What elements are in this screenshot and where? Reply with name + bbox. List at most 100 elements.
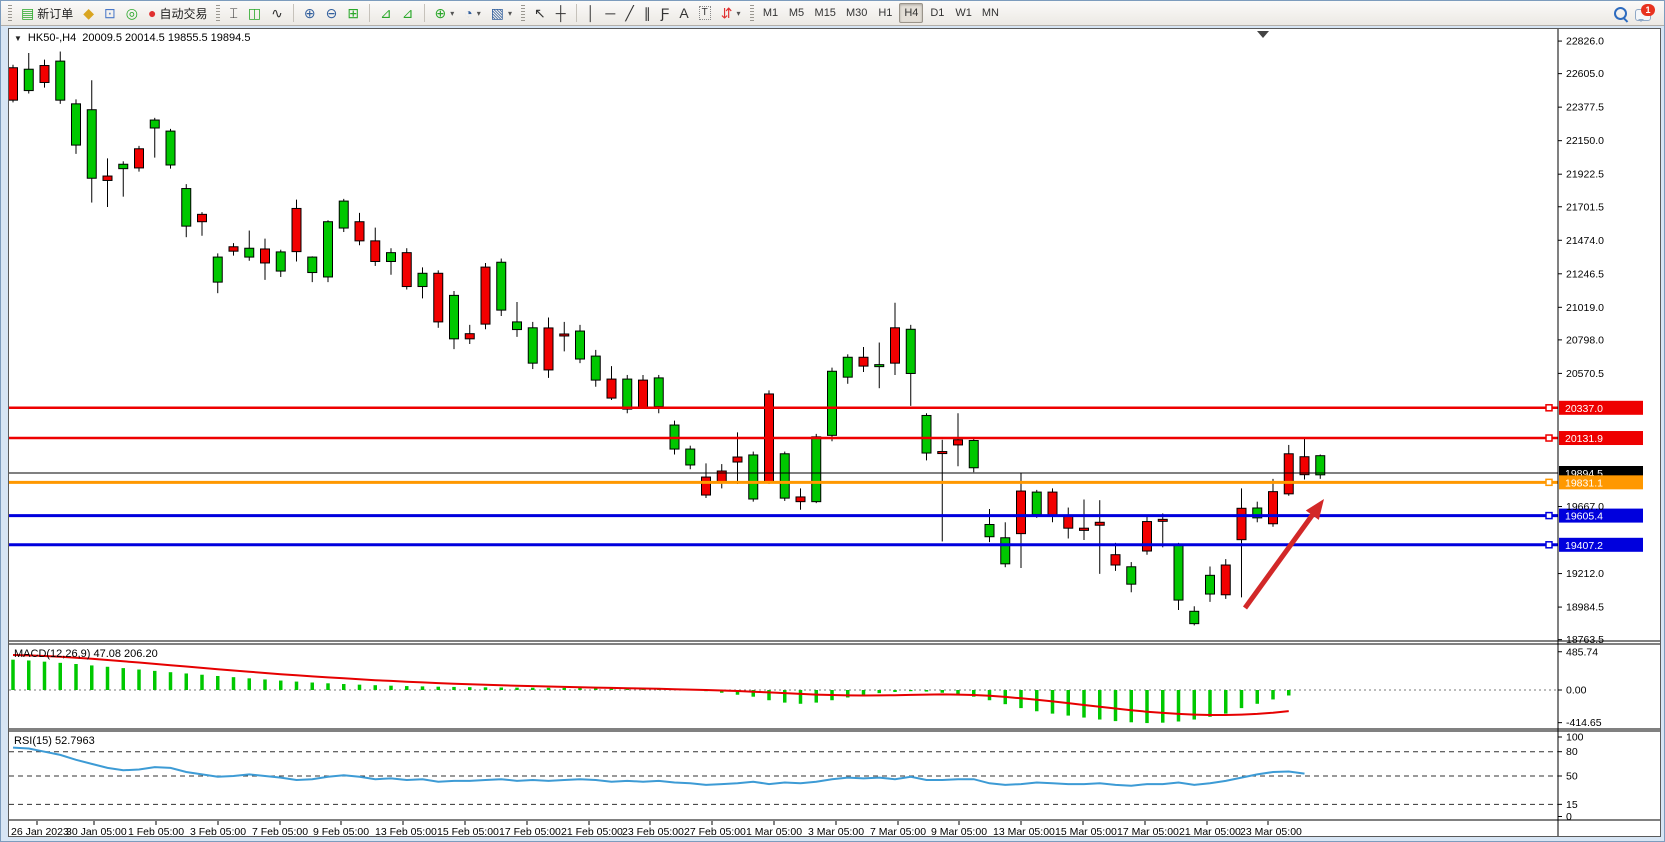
text-label-button[interactable]: T <box>695 3 715 24</box>
market-watch-button[interactable]: ⊡ <box>100 3 120 24</box>
rsi-panel: 100 80 50 150 RSI(15) 52.7963 <box>9 732 1584 823</box>
new-order-button[interactable]: ▤ 新订单 <box>17 3 77 24</box>
line-chart-icon: ∿ <box>271 5 283 21</box>
svg-text:80: 80 <box>1566 746 1578 758</box>
svg-text:22150.0: 22150.0 <box>1566 135 1604 147</box>
tab-h4[interactable]: H4 <box>899 3 924 23</box>
zoom-in-icon: ⊕ <box>303 5 316 21</box>
ohlc-values: 20009.5 20014.5 19855.5 19894.5 <box>82 32 251 44</box>
bar-chart-icon: ⌶ <box>229 5 238 21</box>
svg-text:21019.0: 21019.0 <box>1566 302 1604 314</box>
vertical-line-button[interactable]: │ <box>583 3 600 24</box>
candlestick-chart-icon: ◫ <box>247 5 262 21</box>
svg-text:0: 0 <box>1566 811 1572 823</box>
chart-shift-button[interactable]: ⊿ <box>398 3 418 24</box>
fibonacci-icon: Ƒ <box>660 5 670 21</box>
auto-trading-button[interactable]: ● 自动交易 <box>144 3 211 24</box>
svg-text:21922.5: 21922.5 <box>1566 169 1604 181</box>
tab-mn[interactable]: MN <box>978 3 1003 23</box>
svg-text:7 Mar 05:00: 7 Mar 05:00 <box>870 826 926 836</box>
templates-button[interactable]: ▧ ▾ <box>487 3 516 24</box>
zoom-out-button[interactable]: ⊖ <box>322 3 342 24</box>
candlestick-chart-button[interactable]: ◫ <box>244 3 265 24</box>
auto-trading-icon: ● <box>147 5 157 21</box>
chevron-down-icon: ▾ <box>450 8 455 18</box>
chart-shift-marker[interactable] <box>1257 31 1269 38</box>
chat-button[interactable]: 1 <box>1632 3 1656 23</box>
svg-text:21 Feb 05:00: 21 Feb 05:00 <box>561 826 623 836</box>
search-button[interactable] <box>1610 3 1630 23</box>
trendline-icon: ╱ <box>625 5 634 21</box>
trendline-button[interactable]: ╱ <box>621 3 637 24</box>
chart-symbol-info: ▼ HK50-,H4 20009.5 20014.5 19855.5 19894… <box>14 32 250 44</box>
fibonacci-button[interactable]: Ƒ <box>657 3 674 24</box>
tile-windows-button[interactable]: ⊞ <box>343 3 363 24</box>
periods-button[interactable]: ◔ ▾ <box>460 3 484 24</box>
horizontal-line-button[interactable]: ─ <box>601 3 619 24</box>
zoom-in-button[interactable]: ⊕ <box>300 3 320 24</box>
svg-text:3 Mar 05:00: 3 Mar 05:00 <box>808 826 864 836</box>
tab-m5[interactable]: M5 <box>785 3 809 23</box>
cursor-button[interactable]: ↖ <box>530 3 550 24</box>
svg-text:7 Feb 05:00: 7 Feb 05:00 <box>252 826 308 836</box>
tab-h1[interactable]: H1 <box>873 3 897 23</box>
svg-text:9 Mar 05:00: 9 Mar 05:00 <box>931 826 987 836</box>
chart-shift-icon: ⊿ <box>401 5 414 21</box>
svg-text:17 Mar 05:00: 17 Mar 05:00 <box>1117 826 1179 836</box>
level-lines-layer[interactable]: 20337.020131.919894.519831.119605.419407… <box>9 400 1643 552</box>
svg-text:1 Mar 05:00: 1 Mar 05:00 <box>746 826 802 836</box>
indicators-button[interactable]: ⊕ ▾ <box>431 3 459 24</box>
candles-layer <box>8 51 1326 626</box>
profiles-button[interactable]: ◆ <box>79 3 98 24</box>
trend-arrow[interactable] <box>1242 499 1324 610</box>
svg-text:50: 50 <box>1566 771 1578 783</box>
tab-d1[interactable]: D1 <box>925 3 949 23</box>
svg-text:19667.0: 19667.0 <box>1566 501 1604 513</box>
svg-text:15 Mar 05:00: 15 Mar 05:00 <box>1055 826 1117 836</box>
toolbar-grip[interactable] <box>749 5 754 21</box>
svg-text:22605.0: 22605.0 <box>1566 68 1604 80</box>
svg-text:17 Feb 05:00: 17 Feb 05:00 <box>499 826 561 836</box>
templates-icon: ▧ <box>490 5 504 21</box>
chat-badge: 1 <box>1641 4 1655 16</box>
arrows-button[interactable]: ⇵ ▾ <box>717 3 745 24</box>
auto-trading-label: 自动交易 <box>159 6 208 21</box>
svg-text:23 Mar 05:00: 23 Mar 05:00 <box>1240 826 1302 836</box>
profiles-icon: ◆ <box>83 5 95 21</box>
horizontal-line-icon: ─ <box>605 5 616 21</box>
text-button[interactable]: A <box>675 3 692 24</box>
svg-text:21 Mar 05:00: 21 Mar 05:00 <box>1179 826 1241 836</box>
price-axis[interactable]: 22826.0 22605.0 22377.5 22150.0 21922.5 21701… <box>1557 29 1604 836</box>
line-chart-button[interactable]: ∿ <box>267 3 287 24</box>
chevron-down-icon: ▾ <box>736 8 741 18</box>
tab-m15[interactable]: M15 <box>811 3 840 23</box>
crosshair-icon: ┼ <box>555 5 566 21</box>
auto-scroll-icon: ⊿ <box>380 5 392 21</box>
crosshair-button[interactable]: ┼ <box>552 3 570 24</box>
svg-text:22826.0: 22826.0 <box>1566 36 1604 48</box>
toolbar-grip[interactable] <box>8 5 12 21</box>
auto-scroll-button[interactable]: ⊿ <box>376 3 396 24</box>
svg-text:20798.0: 20798.0 <box>1566 334 1604 346</box>
tab-m1[interactable]: M1 <box>759 3 783 23</box>
indicators-icon: ⊕ <box>434 5 447 21</box>
signals-button[interactable]: ◎ <box>122 3 142 24</box>
text-label-icon: T <box>698 6 711 20</box>
toolbar-separator <box>423 4 425 22</box>
chevron-down-icon[interactable]: ▼ <box>14 33 22 43</box>
tab-m30[interactable]: M30 <box>842 3 871 23</box>
toolbar-separator <box>369 4 371 22</box>
svg-text:21701.5: 21701.5 <box>1566 201 1604 213</box>
zoom-out-icon: ⊖ <box>325 5 338 21</box>
equidistant-channel-button[interactable]: ∥ <box>640 3 655 24</box>
svg-text:15 Feb 05:00: 15 Feb 05:00 <box>437 826 499 836</box>
cursor-icon: ↖ <box>534 5 546 21</box>
toolbar-grip[interactable] <box>216 5 221 21</box>
bar-chart-button[interactable]: ⌶ <box>225 3 241 24</box>
toolbar-grip[interactable] <box>521 5 525 21</box>
tab-w1[interactable]: W1 <box>951 3 976 23</box>
chart-canvas[interactable]: 20337.020131.919894.519831.119605.419407… <box>8 29 1660 838</box>
svg-text:21474.0: 21474.0 <box>1566 235 1604 247</box>
chevron-down-icon: ▾ <box>507 8 512 18</box>
